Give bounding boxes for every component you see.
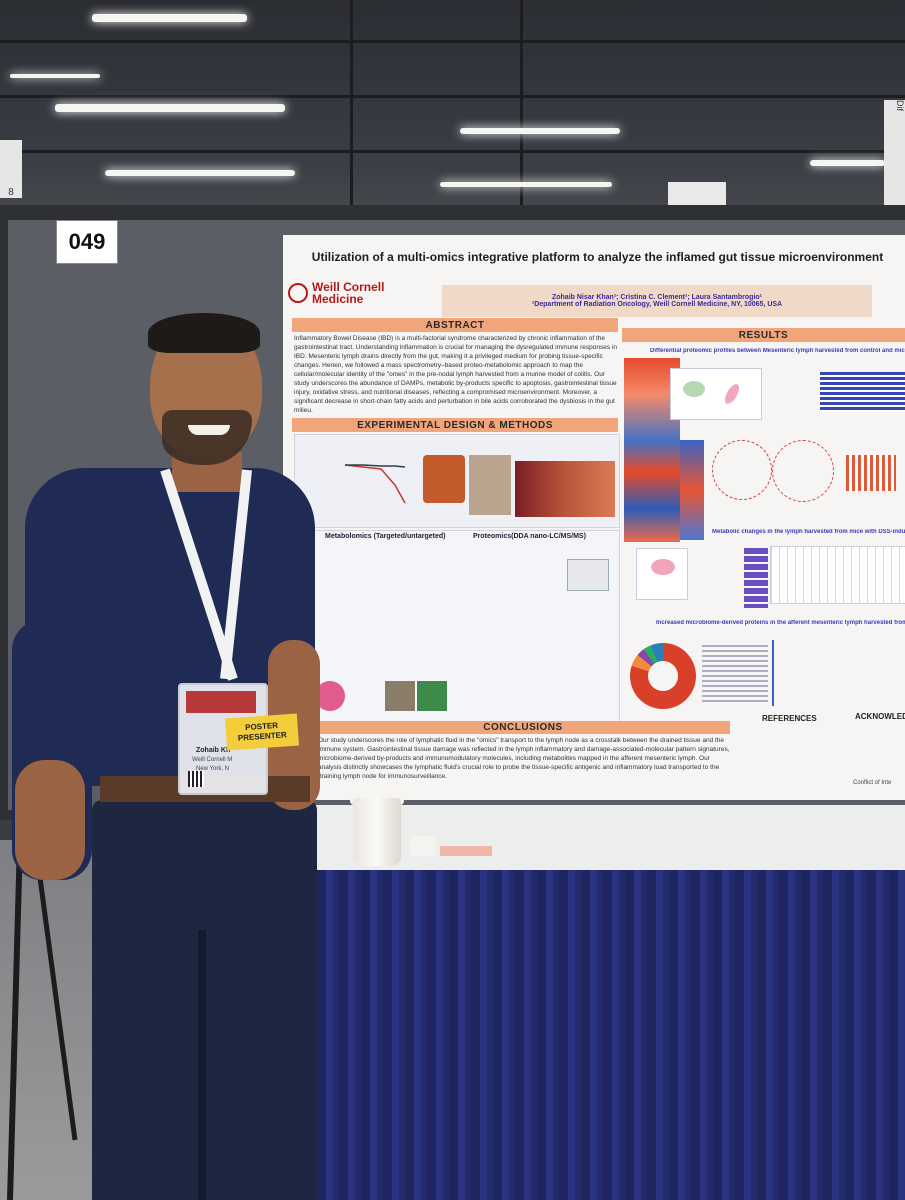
ceiling-beam — [0, 40, 905, 43]
lymph-vessel-image — [515, 461, 615, 517]
qr-code-icon — [188, 771, 204, 787]
ceiling-light — [55, 104, 285, 112]
pca-cluster — [722, 381, 742, 407]
affiliation: ¹Department of Radiation Oncology, Weill… — [531, 301, 783, 308]
conclusions-text: Our study underscores the role of lympha… — [318, 737, 730, 780]
ceiling-light — [10, 74, 100, 78]
body-weight-chart — [344, 464, 406, 504]
donut-hole — [648, 661, 678, 691]
poster-title: Utilization of a multi-omics integrative… — [311, 250, 884, 264]
network-diagram — [712, 440, 772, 500]
person-left-arm — [15, 760, 85, 880]
poster-presenter-ribbon: POSTER PRESENTER — [224, 713, 300, 751]
proteomics-heatmap-2 — [680, 440, 704, 540]
institution-logo: Weill Cornell Medicine — [288, 280, 408, 306]
results-heading-3: Increased microbiome-derived proteins in… — [656, 620, 905, 626]
ceiling-light — [440, 182, 612, 187]
scaffold-logo — [385, 681, 415, 711]
pants-seam — [198, 930, 206, 1200]
section-references-header: REFERENCES — [762, 714, 817, 723]
abstract-text: Inflammatory Bowel Disease (IBD) is a mu… — [294, 335, 617, 412]
badge-header — [186, 691, 256, 713]
seal-icon — [288, 283, 308, 303]
conflict-of-interest: Conflict of Inte — [853, 780, 892, 786]
scaffold-logo-2 — [417, 681, 447, 711]
badge-name: Zohaib Kh — [196, 747, 231, 754]
metabolomics-scatter — [770, 546, 905, 604]
easel-legs — [7, 840, 78, 1200]
mass-spec-image — [567, 559, 609, 591]
section-results-header: RESULTS — [622, 328, 905, 342]
phylogeny-tree — [772, 640, 824, 706]
ribbon-line2: PRESENTER — [237, 730, 288, 743]
pca-cluster — [651, 559, 675, 575]
metabolomics-pca — [636, 548, 688, 600]
ceiling-light — [92, 14, 247, 22]
ceiling — [0, 0, 905, 235]
booth-number-tag: 049 — [56, 220, 118, 264]
ceiling-beam — [0, 150, 905, 153]
logo-line2: Medicine — [312, 292, 364, 306]
results-heading-2: Metabolic changes in the lymph harvested… — [712, 529, 905, 535]
experimental-panel-top — [294, 434, 620, 528]
badge-institution: Weill Cornell M — [192, 757, 233, 763]
colon-length-image — [469, 455, 511, 515]
ceiling-beam — [350, 0, 353, 220]
coffee-cup — [353, 798, 401, 866]
network-diagram-2 — [772, 440, 834, 502]
authors-bar: Zohaib Nisar Khan¹; Cristina C. Clement¹… — [442, 285, 872, 317]
section-conclusions-header: CONCLUSIONS — [316, 721, 730, 734]
badge-location: New York, N — [196, 766, 230, 772]
section-abstract-header: ABSTRACT — [292, 318, 618, 332]
paper-stack — [440, 846, 492, 856]
ceiling-beam — [0, 95, 905, 98]
ceiling-light — [460, 128, 620, 134]
colon-image — [423, 455, 465, 503]
section-acknowledgments-header: ACKNOWLEDGM — [855, 712, 905, 721]
small-cup — [410, 836, 436, 856]
experimental-panel-methods: Metabolomics (Targeted/untargeted) Prote… — [294, 530, 620, 728]
microbiome-donut-chart — [630, 643, 696, 709]
ceiling-beam — [520, 0, 523, 220]
ceiling-light — [810, 160, 885, 166]
pca-cluster — [683, 381, 705, 397]
logo-line1: Weill Cornell — [312, 280, 385, 294]
metabolomics-label: Metabolomics (Targeted/untargeted) — [325, 533, 446, 540]
section-experimental-header: EXPERIMENTAL DESIGN & METHODS — [292, 418, 618, 432]
pca-plot — [670, 368, 762, 420]
authors: Zohaib Nisar Khan¹; Cristina C. Clement¹… — [551, 294, 763, 301]
booth-sign-left: 8 — [0, 140, 22, 198]
network-icon — [315, 681, 345, 711]
ceiling-light — [105, 170, 295, 176]
person-smile — [188, 425, 230, 435]
microbiome-legend — [702, 645, 768, 705]
person-hair — [148, 313, 260, 353]
bar-chart-ifn — [846, 455, 896, 491]
bar-chart-pathways — [820, 372, 905, 412]
proteomics-label: Proteomics(DDA nano-LC/MS/MS) — [473, 533, 586, 540]
results-heading-1: Differential proteomic profiles between … — [650, 348, 905, 354]
amino-acid-list — [744, 548, 768, 608]
